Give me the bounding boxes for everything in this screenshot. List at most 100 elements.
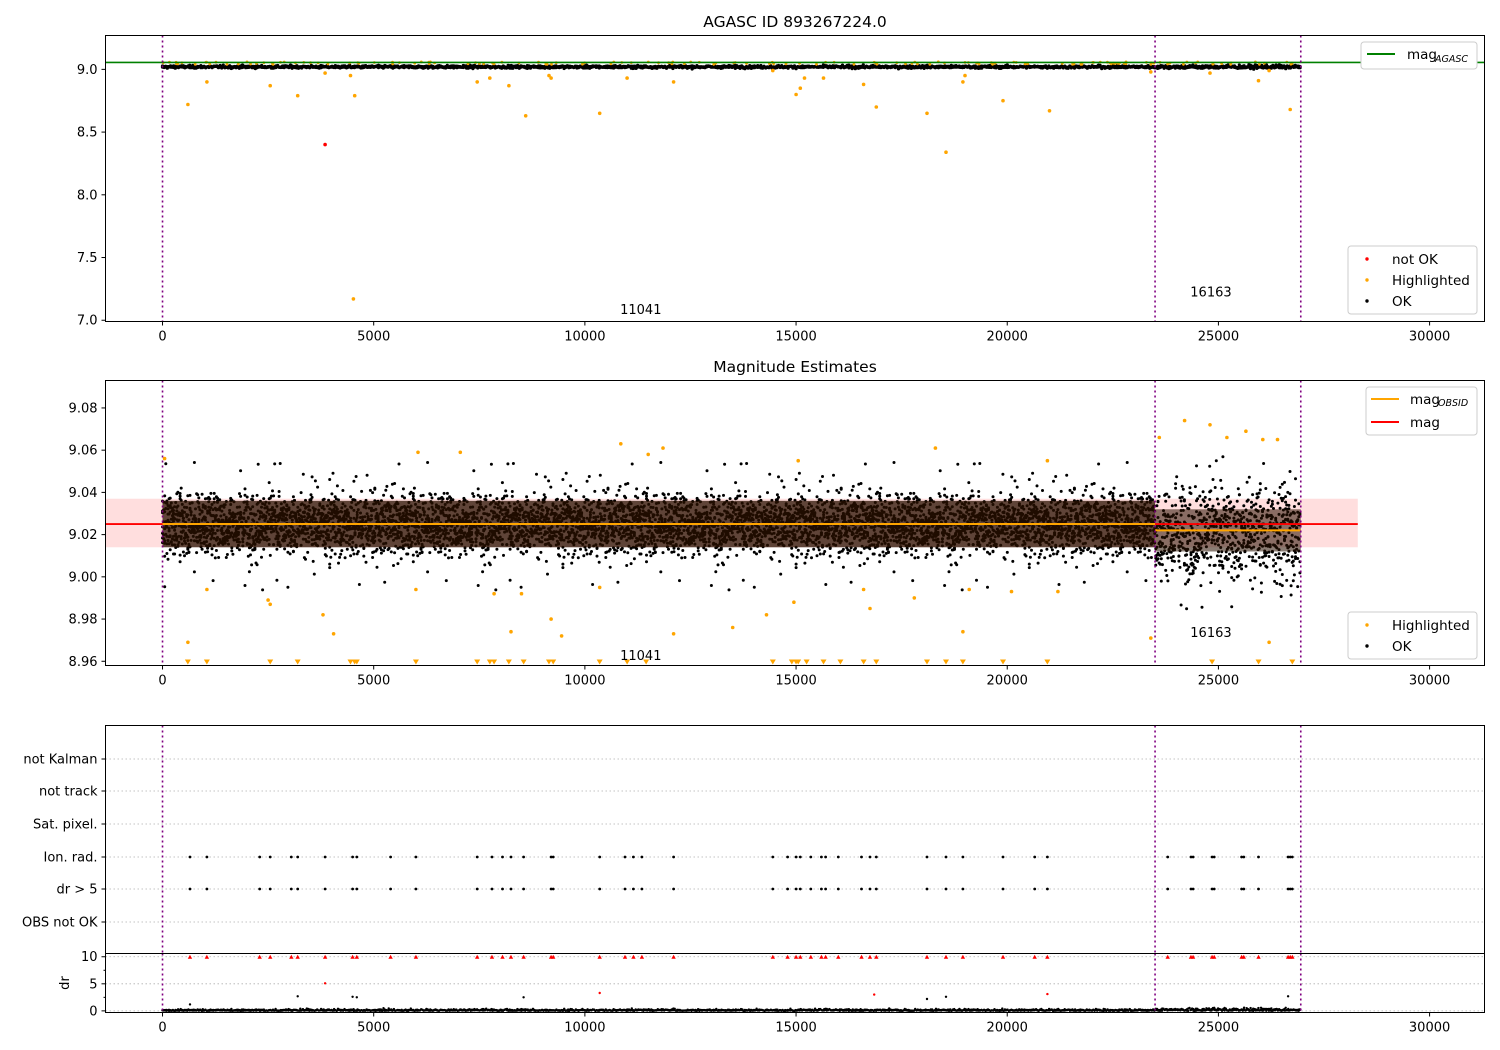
ok-point (187, 550, 191, 554)
ok-point (495, 497, 499, 501)
ok-point (243, 584, 247, 587)
ok-point (208, 497, 212, 501)
highlighted-point (523, 114, 528, 118)
highlighted-point (295, 93, 300, 98)
ok-point (430, 496, 434, 500)
ok-point (255, 563, 259, 567)
ok-point (250, 563, 254, 567)
ok-point (373, 487, 377, 491)
ok-point (382, 493, 386, 497)
ok-point (564, 471, 568, 475)
highlighted-point (821, 76, 826, 80)
ok-point (389, 550, 393, 554)
ok-point (291, 495, 295, 499)
ok-point (178, 560, 182, 564)
ok-point (224, 556, 228, 559)
ok-point (472, 494, 476, 498)
ok-point (555, 497, 559, 501)
ok-point (164, 462, 168, 466)
ok-point (251, 494, 255, 498)
ok-point (255, 493, 259, 497)
ok-point (306, 550, 310, 554)
ok-point (178, 553, 182, 557)
ok-point (165, 552, 169, 555)
ok-point (563, 548, 567, 552)
agasc-plot-frame (105, 35, 1485, 322)
highlighted-point (348, 73, 353, 78)
highlighted-point (351, 297, 356, 301)
ok-point (163, 494, 167, 498)
ok-point (328, 566, 332, 570)
highlighted-point (798, 86, 803, 90)
ok-point (486, 547, 490, 551)
ok-point (330, 548, 334, 552)
ok-point (505, 494, 509, 498)
y-tick-label: 8.0 (77, 188, 98, 203)
ok-point (488, 563, 492, 567)
ok-point (433, 492, 437, 496)
ok-point (268, 553, 272, 557)
ok-point (311, 559, 315, 563)
legend-label: OK (1392, 294, 1413, 310)
ok-point (543, 495, 547, 499)
ok-point (476, 584, 480, 587)
ok-point (262, 497, 266, 501)
highlighted-point (507, 83, 511, 88)
ok-point (163, 585, 167, 589)
ok-point (278, 462, 282, 465)
ok-point (299, 491, 303, 495)
ok-point (313, 479, 317, 483)
highlighted-point (1079, 62, 1083, 66)
ok-point (238, 492, 241, 496)
obsid-label: 16163 (1190, 286, 1231, 301)
highlighted-point (1001, 98, 1005, 103)
ok-point (411, 492, 415, 495)
highlighted-point (550, 62, 553, 66)
ok-point (343, 556, 347, 560)
ok-point (484, 498, 488, 502)
ok-point (196, 493, 200, 497)
estimates-panel-title: Magnitude Estimates (713, 358, 877, 376)
ok-point (166, 557, 170, 561)
ok-point (385, 484, 389, 488)
ok-point (168, 548, 172, 552)
ok-point (502, 553, 505, 557)
ok-point (375, 565, 379, 569)
ok-point (549, 485, 553, 489)
ok-point (329, 555, 333, 559)
ok-point (249, 553, 252, 557)
legend-marker-swatch (1365, 299, 1369, 303)
x-tick-label: 30000 (1409, 330, 1450, 345)
ok-point (508, 547, 512, 551)
legend-marker-swatch (1365, 257, 1369, 261)
ok-point (561, 562, 565, 566)
highlighted-point (1047, 109, 1052, 113)
legend-label: mag (1407, 47, 1437, 63)
ok-point (251, 498, 255, 502)
ok-point (443, 553, 447, 557)
highlighted-point (802, 76, 807, 80)
highlighted-point (925, 111, 929, 116)
ok-point (338, 555, 342, 559)
ok-point (493, 555, 497, 559)
highlighted-point (874, 105, 879, 109)
ok-point (516, 547, 520, 551)
ok-point (463, 549, 467, 553)
ok-point (301, 472, 305, 476)
ok-point (211, 579, 215, 583)
ok-point (364, 560, 368, 564)
ok-point (197, 496, 201, 500)
ok-point (192, 461, 196, 464)
highlighted-point (597, 111, 602, 116)
ok-point (283, 547, 287, 551)
ok-point (214, 549, 218, 552)
ok-point (291, 549, 295, 553)
highlighted-point (771, 68, 775, 73)
ok-point (426, 570, 430, 574)
highlighted-point (861, 82, 866, 87)
ok-point (273, 462, 277, 466)
highlighted-point (671, 80, 676, 84)
ok-points-band (160, 60, 1302, 71)
